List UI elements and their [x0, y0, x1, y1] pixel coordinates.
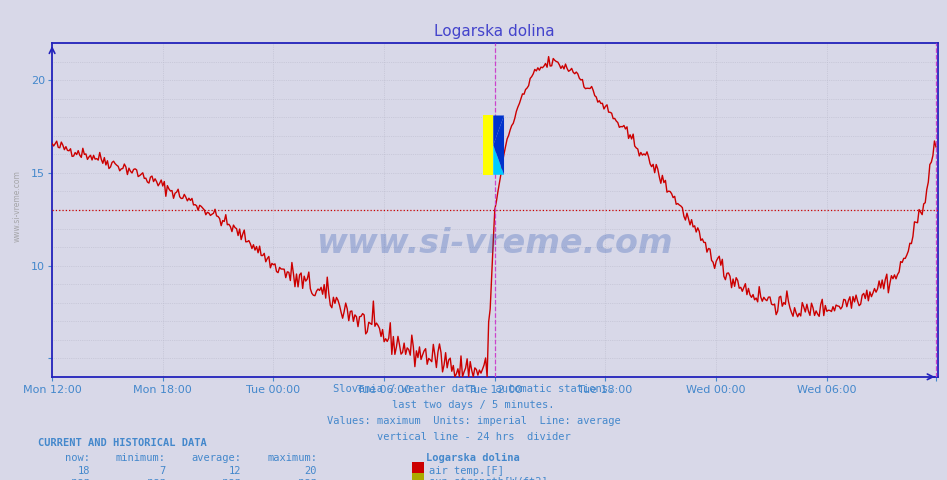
Text: -nan: -nan [141, 477, 166, 480]
Text: -nan: -nan [65, 477, 90, 480]
Text: average:: average: [191, 453, 241, 463]
Text: -nan: -nan [217, 477, 241, 480]
Polygon shape [493, 145, 504, 175]
Text: 7: 7 [159, 466, 166, 476]
Text: maximum:: maximum: [267, 453, 317, 463]
Text: sun strength[W/ft2]: sun strength[W/ft2] [429, 477, 547, 480]
Text: CURRENT AND HISTORICAL DATA: CURRENT AND HISTORICAL DATA [38, 438, 206, 448]
Text: -nan: -nan [293, 477, 317, 480]
Polygon shape [493, 116, 504, 175]
Text: minimum:: minimum: [116, 453, 166, 463]
Text: air temp.[F]: air temp.[F] [429, 466, 504, 476]
Text: last two days / 5 minutes.: last two days / 5 minutes. [392, 400, 555, 410]
Bar [483, 116, 493, 175]
Text: 18: 18 [78, 466, 90, 476]
Text: 12: 12 [229, 466, 241, 476]
Text: vertical line - 24 hrs  divider: vertical line - 24 hrs divider [377, 432, 570, 442]
Polygon shape [493, 116, 504, 145]
Text: Slovenia / weather data - automatic stations.: Slovenia / weather data - automatic stat… [333, 384, 614, 394]
Text: now:: now: [65, 453, 90, 463]
Text: www.si-vreme.com: www.si-vreme.com [316, 227, 673, 260]
Text: www.si-vreme.com: www.si-vreme.com [12, 170, 22, 242]
Text: Logarska dolina: Logarska dolina [426, 453, 520, 463]
Title: Logarska dolina: Logarska dolina [435, 24, 555, 39]
Text: Values: maximum  Units: imperial  Line: average: Values: maximum Units: imperial Line: av… [327, 416, 620, 426]
Text: 20: 20 [305, 466, 317, 476]
